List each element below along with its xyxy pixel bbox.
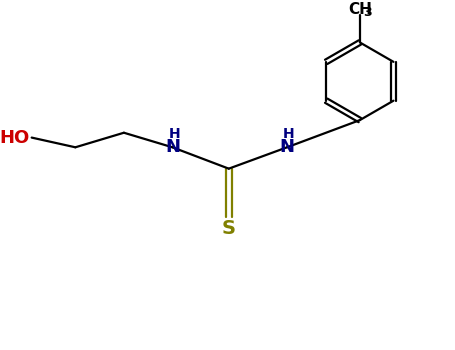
- Text: HO: HO: [0, 128, 29, 147]
- Text: CH: CH: [348, 2, 372, 17]
- Text: H: H: [283, 127, 295, 141]
- Text: H: H: [169, 127, 180, 141]
- Text: N: N: [165, 138, 180, 156]
- Text: N: N: [279, 138, 294, 156]
- Text: S: S: [222, 219, 236, 238]
- Text: 3: 3: [363, 6, 372, 19]
